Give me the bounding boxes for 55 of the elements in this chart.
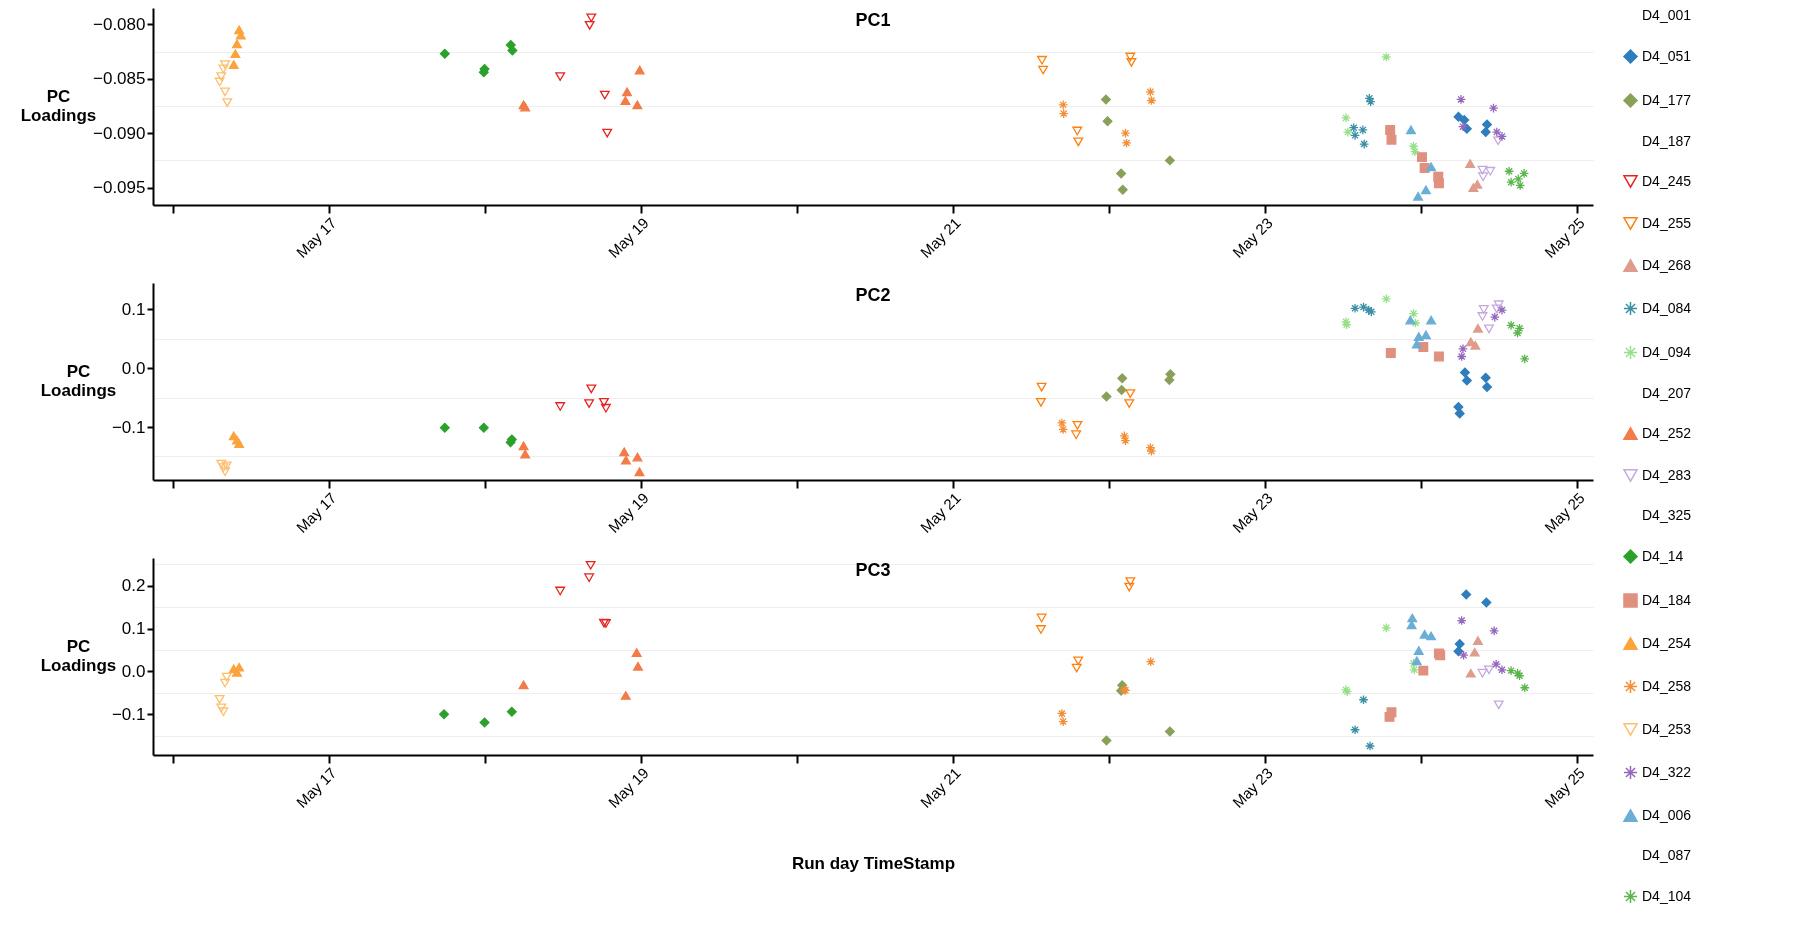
text: D4_087 — [1642, 846, 1692, 863]
x-tick-label: May 23 — [1228, 489, 1276, 536]
x-tick-label: May 23 — [1228, 764, 1276, 811]
text: D4_207 — [1642, 384, 1692, 401]
legend-label: D4_084 — [1642, 299, 1692, 316]
legend-label: D4_253 — [1642, 720, 1692, 737]
x-tick-label: May 17 — [292, 214, 340, 261]
y-tick-label: −0.1 — [111, 704, 146, 724]
legend-label: D4_252 — [1642, 424, 1692, 441]
legend-label: D4_094 — [1642, 343, 1692, 360]
y-axis-title: PC Loadings — [20, 87, 97, 125]
x-tick-label: May 19 — [604, 764, 652, 811]
y-tick-label: −0.095 — [93, 178, 146, 198]
x-tick-label: May 19 — [604, 214, 652, 261]
x-tick-label: May 19 — [604, 489, 652, 536]
y-tick-label: 0.0 — [121, 358, 146, 378]
x-tick-label: May 25 — [1541, 214, 1588, 261]
text: D4_187 — [1642, 132, 1692, 149]
x-tick-label: May 21 — [916, 214, 964, 261]
x-tick-label: May 17 — [292, 764, 340, 811]
y-axis-title: PC Loadings — [40, 637, 117, 675]
x-tick-label: May 23 — [1228, 214, 1276, 261]
chart-title: PC3 — [855, 560, 891, 580]
legend-label: D4_184 — [1642, 591, 1692, 608]
y-tick-label: −0.085 — [93, 69, 146, 89]
legend-label: D4_051 — [1642, 47, 1692, 64]
y-tick-label: 0.2 — [121, 576, 146, 596]
text: D4_325 — [1642, 506, 1692, 523]
legend-label: D4_283 — [1642, 466, 1692, 483]
chart-title: PC2 — [855, 285, 891, 305]
legend-label: D4_177 — [1642, 91, 1692, 108]
chart-title: PC1 — [855, 10, 891, 30]
text: D4_001 — [1642, 6, 1692, 23]
legend-label: D4_14 — [1642, 547, 1684, 564]
legend-label: D4_255 — [1642, 214, 1692, 231]
legend-label: D4_258 — [1642, 677, 1692, 694]
y-tick-label: −0.1 — [111, 417, 146, 437]
legend-label: D4_254 — [1642, 634, 1692, 651]
y-tick-label: −0.090 — [93, 123, 146, 143]
legend-label: D4_245 — [1642, 172, 1692, 189]
legend-label: D4_006 — [1642, 806, 1692, 823]
x-tick-label: May 17 — [292, 489, 340, 536]
x-tick-label: May 21 — [916, 764, 964, 811]
y-tick-label: 0.0 — [121, 661, 146, 681]
legend-label: D4_104 — [1642, 887, 1692, 904]
y-tick-label: −0.080 — [93, 14, 146, 34]
y-tick-label: 0.1 — [121, 619, 146, 639]
x-axis-title: Run day TimeStamp — [791, 853, 956, 873]
y-tick-label: 0.1 — [121, 299, 146, 319]
legend-label: D4_322 — [1642, 763, 1692, 780]
x-tick-label: May 25 — [1541, 489, 1588, 536]
y-axis-title: PC Loadings — [40, 362, 117, 400]
x-tick-label: May 25 — [1541, 764, 1588, 811]
x-tick-label: May 21 — [916, 489, 964, 536]
legend-label: D4_268 — [1642, 256, 1692, 273]
